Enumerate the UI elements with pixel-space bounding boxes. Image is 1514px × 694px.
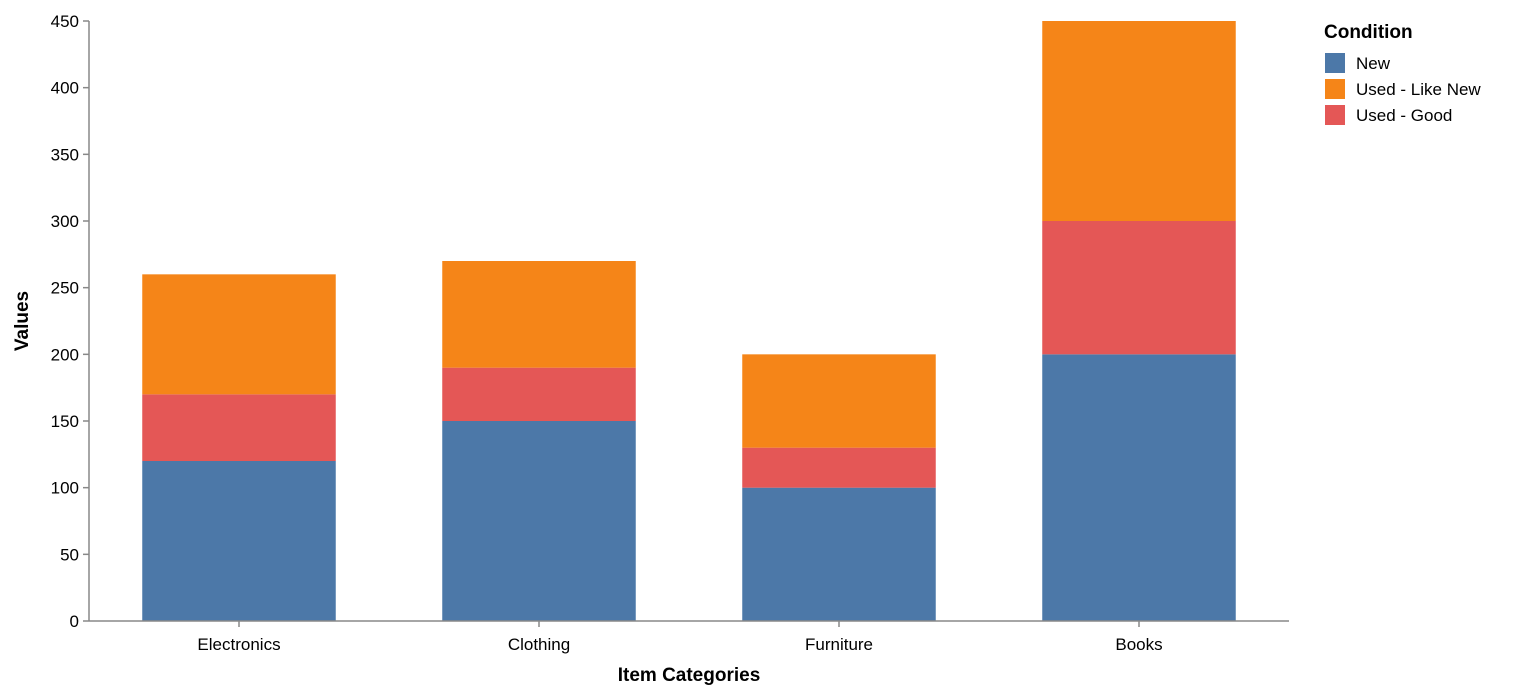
x-tick-label: Clothing [508, 635, 570, 654]
y-tick-label: 0 [70, 612, 79, 631]
y-tick-label: 300 [51, 212, 79, 231]
legend-swatch [1325, 79, 1345, 99]
y-tick-label: 450 [51, 12, 79, 31]
legend-swatch [1325, 105, 1345, 125]
legend-label: New [1356, 54, 1391, 73]
x-axis-title: Item Categories [618, 665, 761, 686]
x-tick-label: Furniture [805, 635, 873, 654]
x-tick-label: Electronics [197, 635, 280, 654]
bar-segment-used-like-new [1042, 21, 1236, 221]
bar-segment-new [1042, 354, 1236, 621]
y-tick-label: 250 [51, 279, 79, 298]
bar-segment-new [442, 421, 636, 621]
x-axis: Electronics Clothing Furniture Books [89, 620, 1289, 654]
legend: Condition New Used - Like New Used - Good [1324, 22, 1481, 125]
bar-segment-used-good [142, 394, 336, 461]
bar-segment-used-good [1042, 221, 1236, 355]
bar-segment-used-good [742, 447, 936, 488]
legend-label: Used - Like New [1356, 80, 1481, 99]
y-tick-label: 200 [51, 345, 79, 364]
y-axis-title: Values [12, 291, 33, 351]
bar-segment-new [142, 461, 336, 621]
x-tick-label: Books [1115, 635, 1162, 654]
bar-segment-used-like-new [442, 261, 636, 368]
bar-segment-used-like-new [142, 274, 336, 395]
y-tick-label: 400 [51, 79, 79, 98]
bars-layer [142, 21, 1236, 621]
legend-swatch [1325, 53, 1345, 73]
y-tick-label: 100 [51, 479, 79, 498]
bar-segment-used-like-new [742, 354, 936, 448]
bar-segment-new [742, 487, 936, 621]
y-axis: 0 50 100 150 200 250 300 350 400 450 [51, 12, 90, 631]
y-tick-label: 150 [51, 412, 79, 431]
y-tick-label: 350 [51, 145, 79, 164]
legend-label: Used - Good [1356, 106, 1452, 125]
y-tick-label: 50 [60, 545, 79, 564]
legend-title: Condition [1324, 22, 1413, 43]
bar-segment-used-good [442, 367, 636, 421]
